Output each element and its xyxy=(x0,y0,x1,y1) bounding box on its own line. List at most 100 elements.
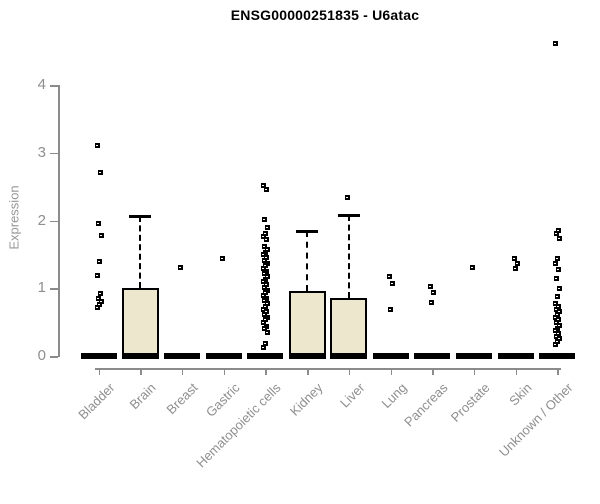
median-bar xyxy=(288,353,326,359)
median-bar xyxy=(247,353,284,359)
outlier-point xyxy=(265,260,271,266)
outlier-point xyxy=(262,244,268,250)
outlier-point xyxy=(511,256,517,262)
outlier-point xyxy=(95,295,101,301)
outlier-point xyxy=(429,299,435,305)
outlier-point xyxy=(96,259,102,265)
x-tick xyxy=(390,368,393,375)
outlier-point xyxy=(264,237,270,243)
median-bar xyxy=(414,353,451,359)
median-bar xyxy=(121,353,159,359)
y-tick-label: 4 xyxy=(37,76,46,93)
outlier-point xyxy=(553,40,559,46)
x-tick xyxy=(140,368,142,375)
median-bar xyxy=(497,353,534,359)
outlier-point xyxy=(557,285,563,291)
outlier-point xyxy=(264,309,270,315)
x-tick xyxy=(515,368,518,375)
outlier-point xyxy=(261,234,267,240)
outlier-point xyxy=(512,265,518,271)
outlier-point xyxy=(265,246,271,252)
outlier-point xyxy=(556,317,562,323)
outlier-point xyxy=(94,304,100,310)
outlier-point xyxy=(264,187,270,193)
outlier-point xyxy=(261,293,267,299)
outlier-point xyxy=(262,217,268,223)
outlier-point xyxy=(556,330,562,336)
outlier-point xyxy=(263,263,269,269)
outlier-point xyxy=(96,301,102,307)
outlier-point xyxy=(389,280,395,286)
outlier-point xyxy=(264,295,270,301)
outlier-point xyxy=(95,221,101,227)
y-tick xyxy=(50,356,58,358)
median-bar xyxy=(539,353,576,359)
whisker-cap xyxy=(337,214,360,218)
outlier-point xyxy=(553,261,559,267)
outlier-point xyxy=(262,326,268,332)
outlier-point xyxy=(514,261,520,267)
y-tick xyxy=(50,85,58,87)
x-tick xyxy=(307,368,309,375)
outlier-point xyxy=(261,320,267,326)
x-tick xyxy=(223,368,226,375)
outlier-point xyxy=(261,183,267,189)
outlier-point xyxy=(262,257,268,263)
outlier-point xyxy=(94,272,100,278)
outlier-point xyxy=(554,231,560,237)
outlier-point xyxy=(264,268,270,274)
whisker-cap xyxy=(296,229,319,233)
outlier-point xyxy=(261,345,267,351)
outlier-point xyxy=(261,252,267,258)
outlier-point xyxy=(556,267,562,273)
outlier-point xyxy=(265,329,271,335)
outlier-point xyxy=(555,255,561,261)
median-bar xyxy=(163,353,200,359)
outlier-point xyxy=(555,293,561,299)
x-axis-line xyxy=(94,368,562,370)
outlier-point xyxy=(554,306,560,312)
outlier-point xyxy=(98,232,104,238)
outlier-point xyxy=(557,322,563,328)
outlier-point xyxy=(553,301,559,307)
y-tick xyxy=(50,220,58,222)
outlier-point xyxy=(262,311,268,317)
box xyxy=(121,288,159,358)
outlier-point xyxy=(553,341,559,347)
outlier-point xyxy=(97,290,103,296)
outlier-point xyxy=(553,328,559,334)
outlier-point xyxy=(387,306,393,312)
outlier-point xyxy=(264,323,270,329)
outlier-point xyxy=(557,309,563,315)
y-tick xyxy=(50,152,58,155)
outlier-point xyxy=(555,339,561,345)
outlier-point xyxy=(469,264,475,270)
outlier-point xyxy=(264,282,270,288)
outlier-point xyxy=(265,287,271,293)
x-tick xyxy=(432,368,434,375)
outlier-point xyxy=(262,271,268,277)
outlier-point xyxy=(555,311,561,317)
chart-title: ENSG00000251835 - U6atac xyxy=(230,7,420,23)
outlier-point xyxy=(554,333,560,339)
outlier-point xyxy=(557,236,563,242)
x-tick xyxy=(557,368,559,375)
outlier-point xyxy=(556,303,562,309)
whisker-cap xyxy=(129,214,152,218)
outlier-point xyxy=(553,314,559,320)
outlier-point xyxy=(263,303,269,309)
median-bar xyxy=(372,353,409,359)
outlier-point xyxy=(261,265,267,271)
whisker xyxy=(139,215,142,289)
median-bar xyxy=(80,353,117,359)
outlier-point xyxy=(177,265,183,271)
outlier-point xyxy=(262,298,268,304)
median-bar xyxy=(330,353,368,359)
y-tick-label: 2 xyxy=(37,211,46,229)
median-bar xyxy=(205,353,242,359)
y-tick-label: 1 xyxy=(37,279,46,297)
outlier-point xyxy=(261,279,267,285)
outlier-point xyxy=(265,301,271,307)
outlier-point xyxy=(265,274,271,280)
outlier-point xyxy=(261,306,267,312)
